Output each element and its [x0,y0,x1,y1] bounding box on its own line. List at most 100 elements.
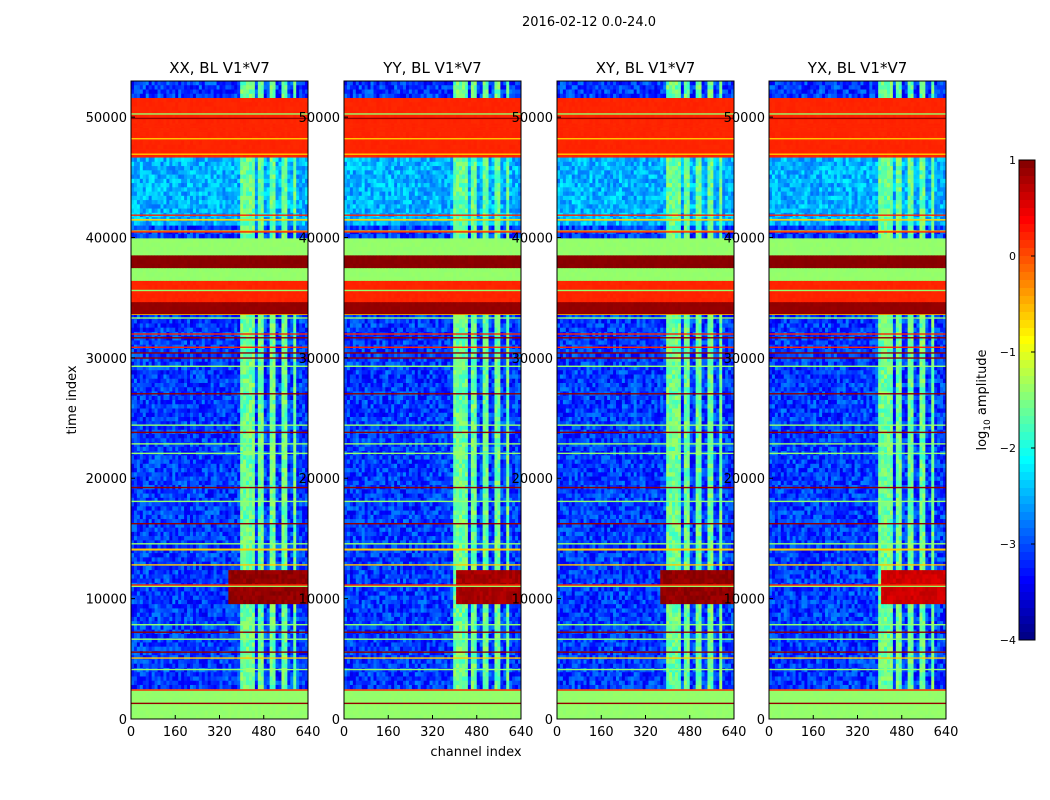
y-tick-label: 40000 [512,231,553,246]
colorbar-step [1019,168,1035,177]
x-tick-label: 160 [163,725,188,740]
colorbar-step [1019,584,1035,593]
panel-title-xx: XX, BL V1*V7 [169,59,270,77]
x-tick-label: 0 [340,725,348,740]
colorbar-step [1019,552,1035,561]
colorbar-label-sub: 10 [983,419,993,431]
colorbar-step [1019,528,1035,537]
colorbar-step [1019,520,1035,529]
x-tick-label: 320 [420,725,445,740]
colorbar-step [1019,624,1035,633]
colorbar-step [1019,504,1035,513]
x-tick-label: 480 [889,725,914,740]
colorbar-step [1019,392,1035,401]
y-tick-label: 30000 [512,352,553,367]
colorbar-step [1019,600,1035,609]
colorbar-step [1019,432,1035,441]
x-tick-label: 640 [296,725,321,740]
colorbar-step [1019,400,1035,409]
y-tick-label: 50000 [512,111,553,126]
rfi-stripes [557,113,734,705]
colorbar-step [1019,232,1035,241]
colorbar-step [1019,208,1035,217]
y-tick-label: 10000 [512,593,553,608]
x-tick-label: 320 [633,725,658,740]
colorbar-tick-label: −1 [1000,346,1016,359]
colorbar-step [1019,360,1035,369]
colorbar-step [1019,616,1035,625]
colorbar-step [1019,544,1035,553]
colorbar-step [1019,256,1035,265]
y-tick-label: 20000 [86,472,127,487]
x-tick-label: 640 [722,725,747,740]
panel-title-yx: YX, BL V1*V7 [807,59,908,77]
y-tick-label: 30000 [86,352,127,367]
y-tick-label: 40000 [299,231,340,246]
y-tick-label: 0 [119,713,127,728]
y-tick-label: 40000 [724,231,765,246]
colorbar-step [1019,216,1035,225]
colorbar-step [1019,376,1035,385]
colorbar-tick-label: −4 [1000,634,1016,647]
x-tick-label: 0 [765,725,773,740]
colorbar: log10 amplitude 10−1−2−3−4 [975,154,1036,647]
heatmap-cells [344,81,522,720]
y-tick-label: 30000 [299,352,340,367]
colorbar-tick-label: −2 [1000,442,1016,455]
y-tick-label: 10000 [299,593,340,608]
x-tick-label: 480 [677,725,702,740]
x-tick-label: 320 [207,725,232,740]
colorbar-step [1019,440,1035,449]
colorbar-step [1019,248,1035,257]
y-axis-label: time index [65,365,80,434]
colorbar-tick-label: −3 [1000,538,1016,551]
colorbar-step [1019,264,1035,273]
x-tick-label: 160 [376,725,401,740]
colorbar-step [1019,472,1035,481]
panel-yx: YX, BL V1*V7 0 160 320 480 640 0 10000 20000 3000… [724,59,959,740]
colorbar-step [1019,496,1035,505]
heatmap-cells [557,81,735,720]
y-tick-label: 0 [757,713,765,728]
panel-title-yy: YY, BL V1*V7 [382,59,481,77]
y-tick-label: 50000 [724,111,765,126]
colorbar-step [1019,488,1035,497]
x-tick-label: 320 [845,725,870,740]
colorbar-step [1019,240,1035,249]
panel-xx: XX, BL V1*V7 0 160 320 480 640 0 10000 20000 3000… [86,59,321,740]
rfi-stripes [769,113,946,705]
colorbar-step [1019,456,1035,465]
colorbar-step [1019,296,1035,305]
y-tick-label: 40000 [86,231,127,246]
colorbar-step [1019,352,1035,361]
y-tick-label: 20000 [724,472,765,487]
heatmap-cells [769,81,947,720]
x-tick-label: 480 [464,725,489,740]
colorbar-step [1019,464,1035,473]
colorbar-tick-label: 0 [1009,250,1016,263]
rfi-stripes [344,113,521,705]
colorbar-step [1019,368,1035,377]
colorbar-step [1019,192,1035,201]
colorbar-label-rest: amplitude [975,349,990,419]
y-tick-label: 50000 [299,111,340,126]
colorbar-step [1019,608,1035,617]
colorbar-frame [1018,159,1036,641]
colorbar-step [1019,560,1035,569]
colorbar-step [1019,280,1035,289]
figure-suptitle: 2016-02-12 0.0-24.0 [522,15,656,30]
colorbar-step [1019,312,1035,321]
heatmap-cells [131,81,309,720]
colorbar-step [1019,288,1035,297]
colorbar-step [1019,448,1035,457]
colorbar-step [1019,512,1035,521]
colorbar-step [1019,320,1035,329]
colorbar-step [1019,328,1035,337]
x-axis-label: channel index [430,745,521,760]
colorbar-step [1019,224,1035,233]
colorbar-step [1019,592,1035,601]
colorbar-step [1019,336,1035,345]
colorbar-step [1019,384,1035,393]
panel-title-xy: XY, BL V1*V7 [596,59,696,77]
colorbar-step [1019,480,1035,489]
